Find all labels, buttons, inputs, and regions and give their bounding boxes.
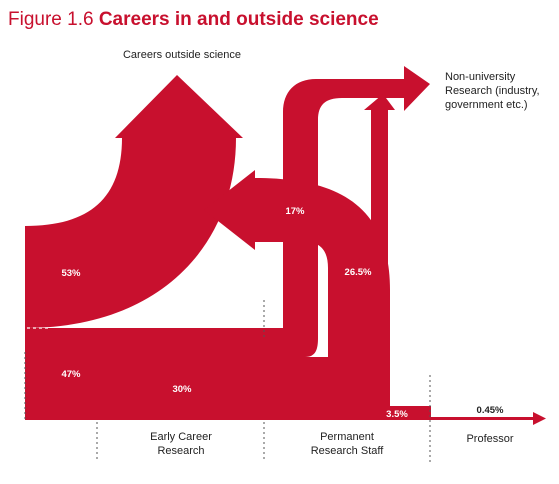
percent-30: 30% bbox=[172, 384, 192, 395]
flow-to-nonuniversity bbox=[25, 66, 430, 357]
percent-17: 17% bbox=[285, 206, 305, 217]
flow-outside-science bbox=[25, 75, 243, 328]
flow-staff-to-nonuniversity bbox=[364, 94, 395, 360]
percent-53: 53% bbox=[61, 268, 81, 279]
stage-professor: Professor bbox=[466, 433, 513, 445]
stage-permanent-line2: Research Staff bbox=[311, 445, 385, 457]
stage-early-line1: Early Career bbox=[150, 431, 212, 443]
flow-professor-line bbox=[431, 417, 535, 420]
flow-to-professor-band bbox=[370, 406, 431, 420]
flow-shapes bbox=[25, 66, 546, 425]
label-nonuniversity-line1: Non-university bbox=[445, 71, 516, 83]
percent-3-5: 3.5% bbox=[386, 409, 408, 420]
stage-dividers bbox=[24, 300, 431, 462]
label-outside-science: Careers outside science bbox=[123, 49, 241, 61]
flow-permanent-staff bbox=[25, 170, 390, 420]
percent-0-45: 0.45% bbox=[477, 405, 504, 416]
stage-early-line2: Research bbox=[157, 445, 204, 457]
figure-title-text: Careers in and outside science bbox=[98, 9, 379, 30]
label-nonuniversity-line2: Research (industry, bbox=[445, 85, 540, 97]
label-nonuniversity-line3: government etc.) bbox=[445, 99, 528, 111]
figure-number: Figure 1.6 bbox=[8, 9, 94, 30]
stage-permanent-line1: Permanent bbox=[320, 431, 374, 443]
percent-26-5: 26.5% bbox=[345, 267, 372, 278]
percent-47: 47% bbox=[61, 369, 81, 380]
professor-arrowhead bbox=[533, 412, 546, 425]
figure-title: Figure 1.6 Careers in and outside scienc… bbox=[8, 9, 379, 31]
